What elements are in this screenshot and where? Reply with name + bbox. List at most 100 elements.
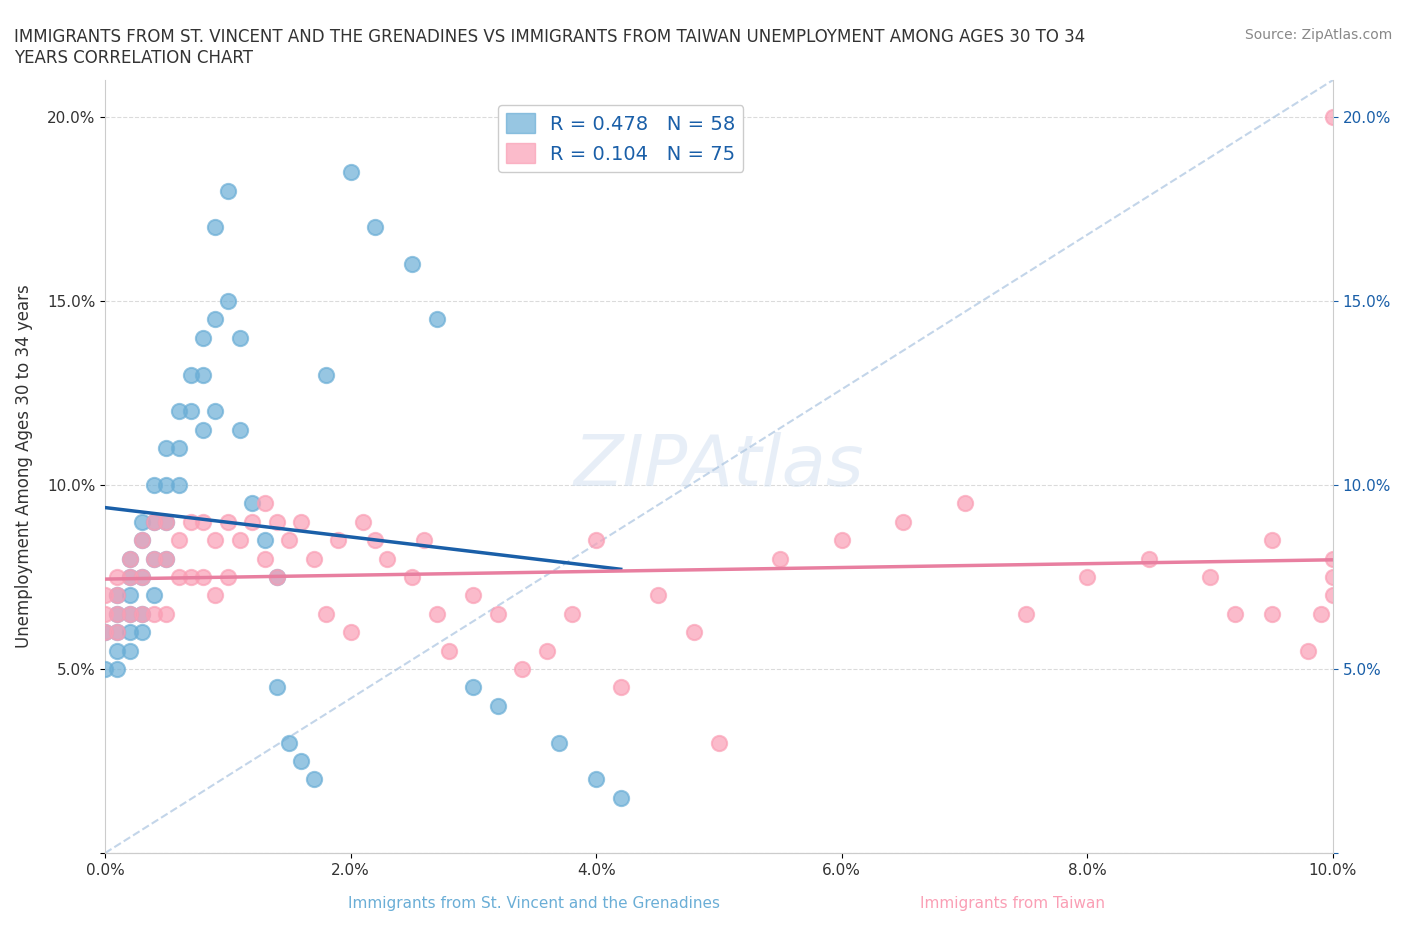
Point (253, 533, 276, 548)
Point (118, 606, 141, 621)
Point (105, 606, 128, 621)
Point (290, 753, 312, 768)
Point (143, 514, 166, 529)
Point (377, 551, 399, 566)
Point (143, 606, 166, 621)
Point (193, 367, 215, 382)
Point (401, 569, 423, 584)
Point (204, 404, 226, 418)
Point (240, 514, 263, 529)
Point (302, 551, 325, 566)
Point (266, 569, 288, 584)
Point (118, 569, 141, 584)
Point (1322, 110, 1344, 125)
Text: IMMIGRANTS FROM ST. VINCENT AND THE GRENADINES VS IMMIGRANTS FROM TAIWAN UNEMPLO: IMMIGRANTS FROM ST. VINCENT AND THE GREN… (14, 28, 1085, 67)
Text: Immigrants from St. Vincent and the Grenadines: Immigrants from St. Vincent and the Gren… (349, 897, 720, 911)
Point (683, 625, 706, 640)
Point (155, 551, 177, 566)
Point (486, 606, 509, 621)
Point (253, 551, 276, 566)
Point (193, 514, 215, 529)
Point (548, 736, 571, 751)
Point (193, 330, 215, 345)
Point (105, 625, 128, 640)
Point (193, 569, 215, 584)
Point (891, 514, 914, 529)
Point (328, 533, 350, 548)
Point (278, 736, 301, 751)
Point (352, 514, 374, 529)
Point (1322, 588, 1344, 603)
Legend: R = 0.478   N = 58, R = 0.104   N = 75: R = 0.478 N = 58, R = 0.104 N = 75 (498, 105, 744, 172)
Point (266, 680, 288, 695)
Point (155, 514, 177, 529)
Point (143, 588, 166, 603)
Point (118, 569, 141, 584)
Point (94, 625, 117, 640)
Point (204, 312, 226, 326)
Point (131, 569, 153, 584)
Point (105, 569, 128, 584)
Point (1137, 551, 1160, 566)
Point (118, 551, 141, 566)
Point (769, 551, 792, 566)
Point (217, 514, 239, 529)
Point (193, 422, 215, 437)
Point (266, 569, 288, 584)
Point (180, 367, 202, 382)
Point (707, 736, 730, 751)
Point (585, 772, 607, 787)
Point (118, 625, 141, 640)
Point (486, 698, 509, 713)
Point (1309, 606, 1331, 621)
Point (339, 165, 361, 179)
Point (143, 551, 166, 566)
Point (229, 533, 252, 548)
Point (94, 661, 117, 676)
Point (425, 312, 447, 326)
Point (105, 588, 128, 603)
Point (1199, 569, 1222, 584)
Point (118, 551, 141, 566)
Point (217, 294, 239, 309)
Point (143, 477, 166, 492)
Point (204, 588, 226, 603)
Point (204, 219, 226, 234)
Point (253, 496, 276, 511)
Point (131, 569, 153, 584)
Point (105, 644, 128, 658)
Point (143, 514, 166, 529)
Point (118, 588, 141, 603)
Point (240, 496, 263, 511)
Point (155, 514, 177, 529)
Point (180, 404, 202, 418)
Point (167, 404, 190, 418)
Point (105, 625, 128, 640)
Point (302, 772, 325, 787)
Point (512, 661, 534, 676)
Point (831, 533, 853, 548)
Point (131, 606, 153, 621)
Text: Immigrants from Taiwan: Immigrants from Taiwan (920, 897, 1105, 911)
Point (953, 496, 976, 511)
Y-axis label: Unemployment Among Ages 30 to 34 years: Unemployment Among Ages 30 to 34 years (15, 285, 32, 648)
Point (167, 569, 190, 584)
Point (1015, 606, 1038, 621)
Point (609, 680, 631, 695)
Point (413, 533, 436, 548)
Point (155, 606, 177, 621)
Point (155, 441, 177, 456)
Point (217, 569, 239, 584)
Point (1223, 606, 1246, 621)
Text: Source: ZipAtlas.com: Source: ZipAtlas.com (1244, 28, 1392, 42)
Point (463, 588, 485, 603)
Point (425, 606, 447, 621)
Point (290, 514, 312, 529)
Point (1322, 551, 1344, 566)
Point (561, 606, 583, 621)
Point (339, 625, 361, 640)
Point (155, 477, 177, 492)
Point (167, 441, 190, 456)
Point (131, 606, 153, 621)
Point (229, 330, 252, 345)
